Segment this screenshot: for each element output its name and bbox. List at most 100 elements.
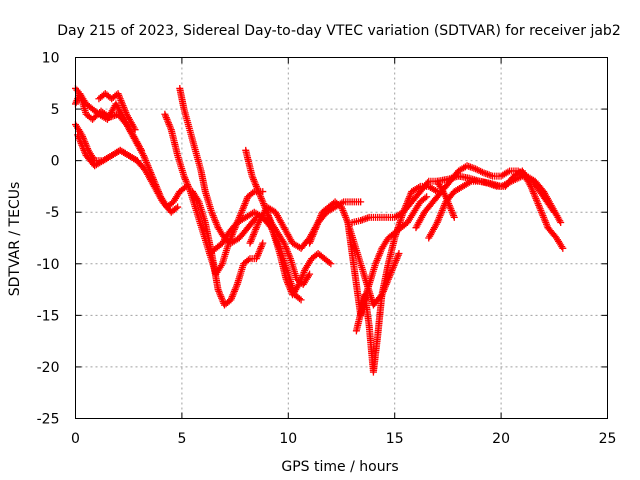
y-tick-label: -10 (37, 257, 60, 273)
interpolated-markers (238, 194, 251, 214)
interpolated-markers (245, 189, 257, 199)
series-track-12 (263, 208, 335, 299)
interpolated-markers (124, 112, 138, 132)
y-tick-label: 5 (51, 102, 60, 118)
interpolated-markers (439, 179, 453, 194)
interpolated-markers (253, 241, 266, 261)
interpolated-markers (430, 189, 444, 204)
interpolated-markers (378, 262, 392, 297)
y-tick-label: 10 (42, 51, 60, 67)
interpolated-markers (79, 133, 92, 153)
interpolated-markers (115, 91, 130, 117)
interpolated-markers (366, 262, 379, 287)
interpolated-markers (97, 91, 108, 101)
data-point-marker (306, 270, 314, 278)
interpolated-markers (193, 210, 207, 235)
interpolated-markers (510, 173, 525, 184)
interpolated-markers (320, 204, 331, 215)
interpolated-markers (181, 107, 192, 127)
interpolated-markers (101, 153, 114, 164)
interpolated-markers (353, 303, 366, 333)
interpolated-markers (512, 168, 525, 179)
series-track-15 (352, 193, 431, 335)
interpolated-markers (359, 282, 373, 307)
interpolated-markers (290, 282, 302, 297)
interpolated-markers (97, 111, 110, 122)
interpolated-markers (322, 256, 333, 266)
interpolated-markers (208, 210, 221, 230)
interpolated-markers (272, 210, 287, 230)
interpolated-markers (219, 241, 232, 266)
interpolated-markers (185, 122, 196, 142)
interpolated-markers (270, 231, 283, 256)
interpolated-markers (202, 189, 215, 214)
interpolated-markers (422, 199, 436, 215)
series-track-8 (189, 188, 267, 309)
interpolated-markers (520, 173, 535, 184)
interpolated-markers (174, 153, 187, 178)
interpolated-markers (193, 153, 205, 173)
interpolated-markers (338, 205, 351, 225)
interpolated-markers (249, 174, 262, 194)
interpolated-markers (181, 174, 194, 194)
x-tick-label: 10 (279, 431, 297, 447)
interpolated-markers (151, 184, 166, 204)
interpolated-markers (392, 225, 403, 236)
data-point-marker (133, 157, 141, 165)
interpolated-markers (313, 210, 326, 230)
interpolated-markers (376, 213, 388, 221)
interpolated-markers (162, 112, 175, 132)
y-tick-label: -15 (37, 308, 60, 324)
interpolated-markers (229, 235, 242, 246)
x-tick-label: 15 (386, 431, 404, 447)
interpolated-markers (248, 255, 258, 263)
data-point-marker (327, 260, 335, 268)
interpolated-markers (265, 204, 278, 215)
series-track-19 (433, 172, 558, 216)
interpolated-markers (530, 179, 547, 199)
interpolated-markers (190, 189, 202, 204)
data-point-marker (395, 249, 403, 257)
interpolated-markers (400, 199, 415, 215)
interpolated-markers (281, 225, 296, 245)
interpolated-markers (499, 178, 514, 190)
interpolated-markers (118, 147, 131, 158)
data-point-marker (174, 203, 182, 211)
interpolated-markers (473, 166, 486, 176)
interpolated-markers (460, 178, 474, 189)
interpolated-markers (426, 220, 440, 240)
interpolated-markers (214, 240, 225, 251)
series-track-3 (72, 121, 182, 216)
interpolated-markers (287, 257, 300, 281)
interpolated-markers (264, 210, 277, 235)
interpolated-markers (90, 106, 101, 117)
interpolated-markers (296, 267, 309, 287)
data-point-marker (559, 244, 567, 252)
interpolated-markers (387, 251, 402, 276)
interpolated-markers (103, 91, 114, 101)
interpolated-markers (93, 157, 105, 165)
chart-title: Day 215 of 2023, Sidereal Day-to-day VTE… (57, 23, 620, 39)
interpolated-markers (350, 198, 363, 206)
interpolated-markers (348, 251, 360, 287)
interpolated-markers (237, 225, 251, 241)
interpolated-markers (316, 251, 327, 261)
interpolated-markers (417, 179, 432, 194)
interpolated-markers (168, 128, 181, 158)
interpolated-markers (508, 167, 520, 175)
interpolated-markers (434, 200, 449, 225)
interpolated-markers (392, 209, 406, 220)
data-point-marker (357, 198, 365, 206)
grid-lines (75, 57, 608, 419)
interpolated-markers (372, 246, 385, 266)
y-tick-label: -25 (37, 412, 60, 428)
interpolated-markers (92, 158, 105, 169)
interpolated-markers (528, 184, 543, 209)
interpolated-markers (113, 102, 127, 122)
interpolated-markers (413, 210, 428, 230)
interpolated-markers (213, 262, 225, 276)
x-tick-label: 20 (492, 431, 510, 447)
interpolated-markers (344, 220, 356, 256)
series-track-4 (74, 131, 141, 170)
interpolated-markers (196, 200, 209, 225)
